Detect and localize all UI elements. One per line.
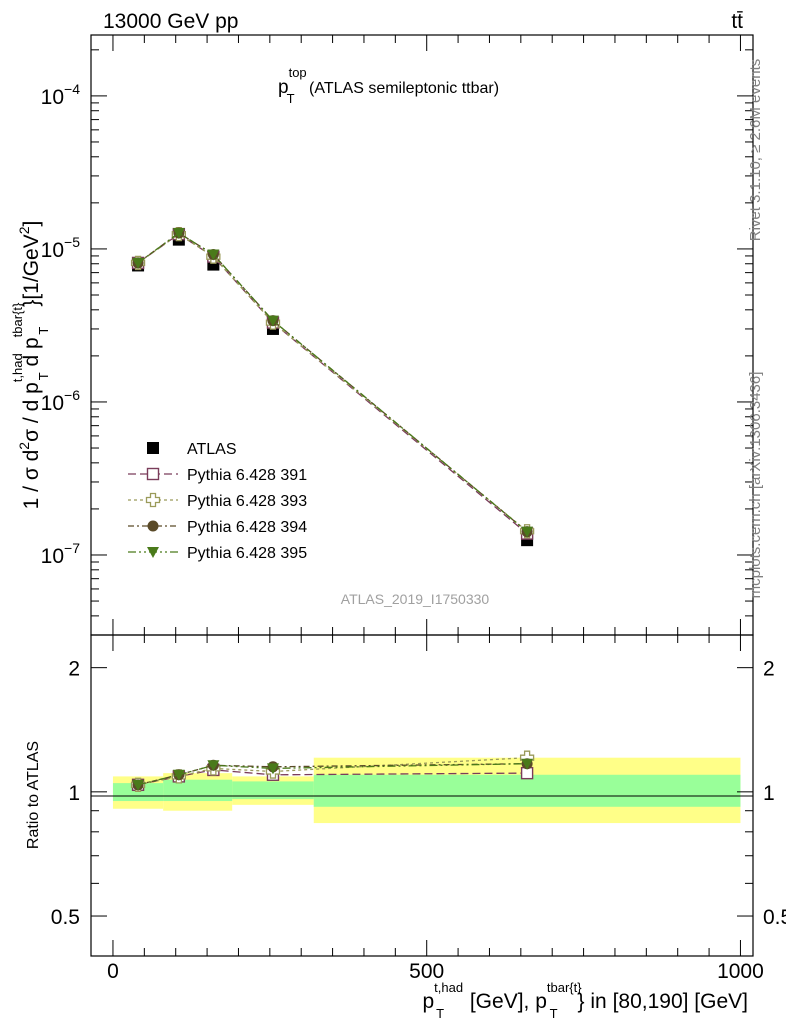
y-axis-label: 1 / σ d2σ / d pt,had T d ptbar{t} T}[1/GeV…: [10, 221, 51, 510]
data-point: [266, 315, 279, 327]
legend-marker: [146, 467, 160, 481]
stat-uncertainty-band: [112, 783, 164, 802]
x-tick-label: 500: [409, 960, 444, 983]
ratio-y-tick-label: 0.5: [51, 906, 80, 929]
legend-label: Pythia 6.428 395: [187, 545, 307, 562]
plot-title: ptop T (ATLAS semileptonic ttbar): [278, 65, 499, 106]
legend: ATLAS Pythia 6.428 391 Pythia 6.428 393 Pyt…: [128, 441, 307, 562]
ratio-point: [132, 779, 145, 791]
ratio-series-pythia-6-428-395: [132, 758, 534, 791]
data-point: [132, 257, 145, 269]
analysis-watermark: ATLAS_2019_I1750330: [341, 591, 490, 607]
series-line: [137, 233, 528, 535]
legend-marker: [147, 547, 159, 558]
legend-entry-pythia-6-428-391: Pythia 6.428 391: [128, 467, 307, 484]
ratio-axis-label: Ratio to ATLAS: [25, 741, 42, 849]
legend-marker: [147, 442, 159, 454]
ratio-y-tick-label-right: 0.5: [763, 906, 786, 929]
ratio-y-tick-label-right: 2: [763, 658, 775, 681]
main-series-pythia-6-428-394: [132, 227, 533, 538]
data-point: [521, 526, 534, 538]
series-line: [137, 763, 528, 786]
legend-marker: [145, 492, 161, 508]
axis-ticks: [91, 35, 753, 956]
legend-label: Pythia 6.428 391: [187, 467, 307, 484]
y-tick-label: 10−6: [41, 387, 81, 415]
legend-entry-pythia-6-428-393: Pythia 6.428 393: [128, 492, 307, 510]
data-point: [207, 249, 220, 261]
ratio-point: [266, 763, 279, 775]
header-energy-label: 13000 GeV pp: [103, 10, 238, 33]
header-process-label: tt̄: [731, 10, 743, 33]
ratio-point: [207, 760, 220, 772]
rivet-version-label: Rivet 3.1.10, ≥ 2.6M events: [747, 59, 764, 242]
ratio-point: [172, 769, 185, 781]
legend-marker: [147, 520, 159, 532]
ratio-plot-frame: [90, 634, 754, 957]
plot-frames: [90, 34, 754, 957]
series-layer: [130, 226, 535, 792]
y-tick-label: 10−7: [41, 540, 81, 568]
ratio-y-tick-label-right: 1: [763, 782, 775, 805]
axis-tick-labels: 10−7 10−6 10−5 10−4 0 500 1000 0.5 0.5 1 1 2 2: [41, 81, 786, 983]
ratio-y-tick-label: 1: [68, 782, 80, 805]
data-point: [172, 228, 185, 240]
ratio-y-tick-label: 2: [68, 658, 80, 681]
legend-label: ATLAS: [187, 441, 237, 458]
legend-entry-atlas: ATLAS: [147, 441, 237, 458]
x-axis-label: pt,had T [GeV], ptbar{t} T} in [80,190] [G…: [422, 980, 748, 1021]
legend-entry-pythia-6-428-394: Pythia 6.428 394: [128, 519, 307, 536]
legend-label: Pythia 6.428 393: [187, 493, 307, 510]
series-line: [137, 232, 528, 533]
ratio-point: [521, 758, 534, 770]
legend-entry-pythia-6-428-395: Pythia 6.428 395: [128, 545, 307, 562]
stat-uncertainty-band: [163, 779, 233, 802]
y-tick-label: 10−5: [41, 234, 81, 262]
x-tick-label: 1000: [717, 960, 764, 983]
main-series-pythia-6-428-395: [132, 228, 534, 538]
x-tick-label: 0: [107, 960, 119, 983]
y-tick-label: 10−4: [41, 81, 81, 109]
stat-uncertainty-band: [232, 781, 314, 800]
legend-label: Pythia 6.428 394: [187, 519, 307, 536]
stat-uncertainty-band: [313, 774, 741, 807]
mcplots-label: mcplots.cern.ch [arXiv:1306.3436]: [747, 372, 764, 599]
series-line: [137, 233, 528, 532]
main-series-pythia-6-428-393: [130, 226, 535, 539]
series-line: [137, 232, 528, 533]
